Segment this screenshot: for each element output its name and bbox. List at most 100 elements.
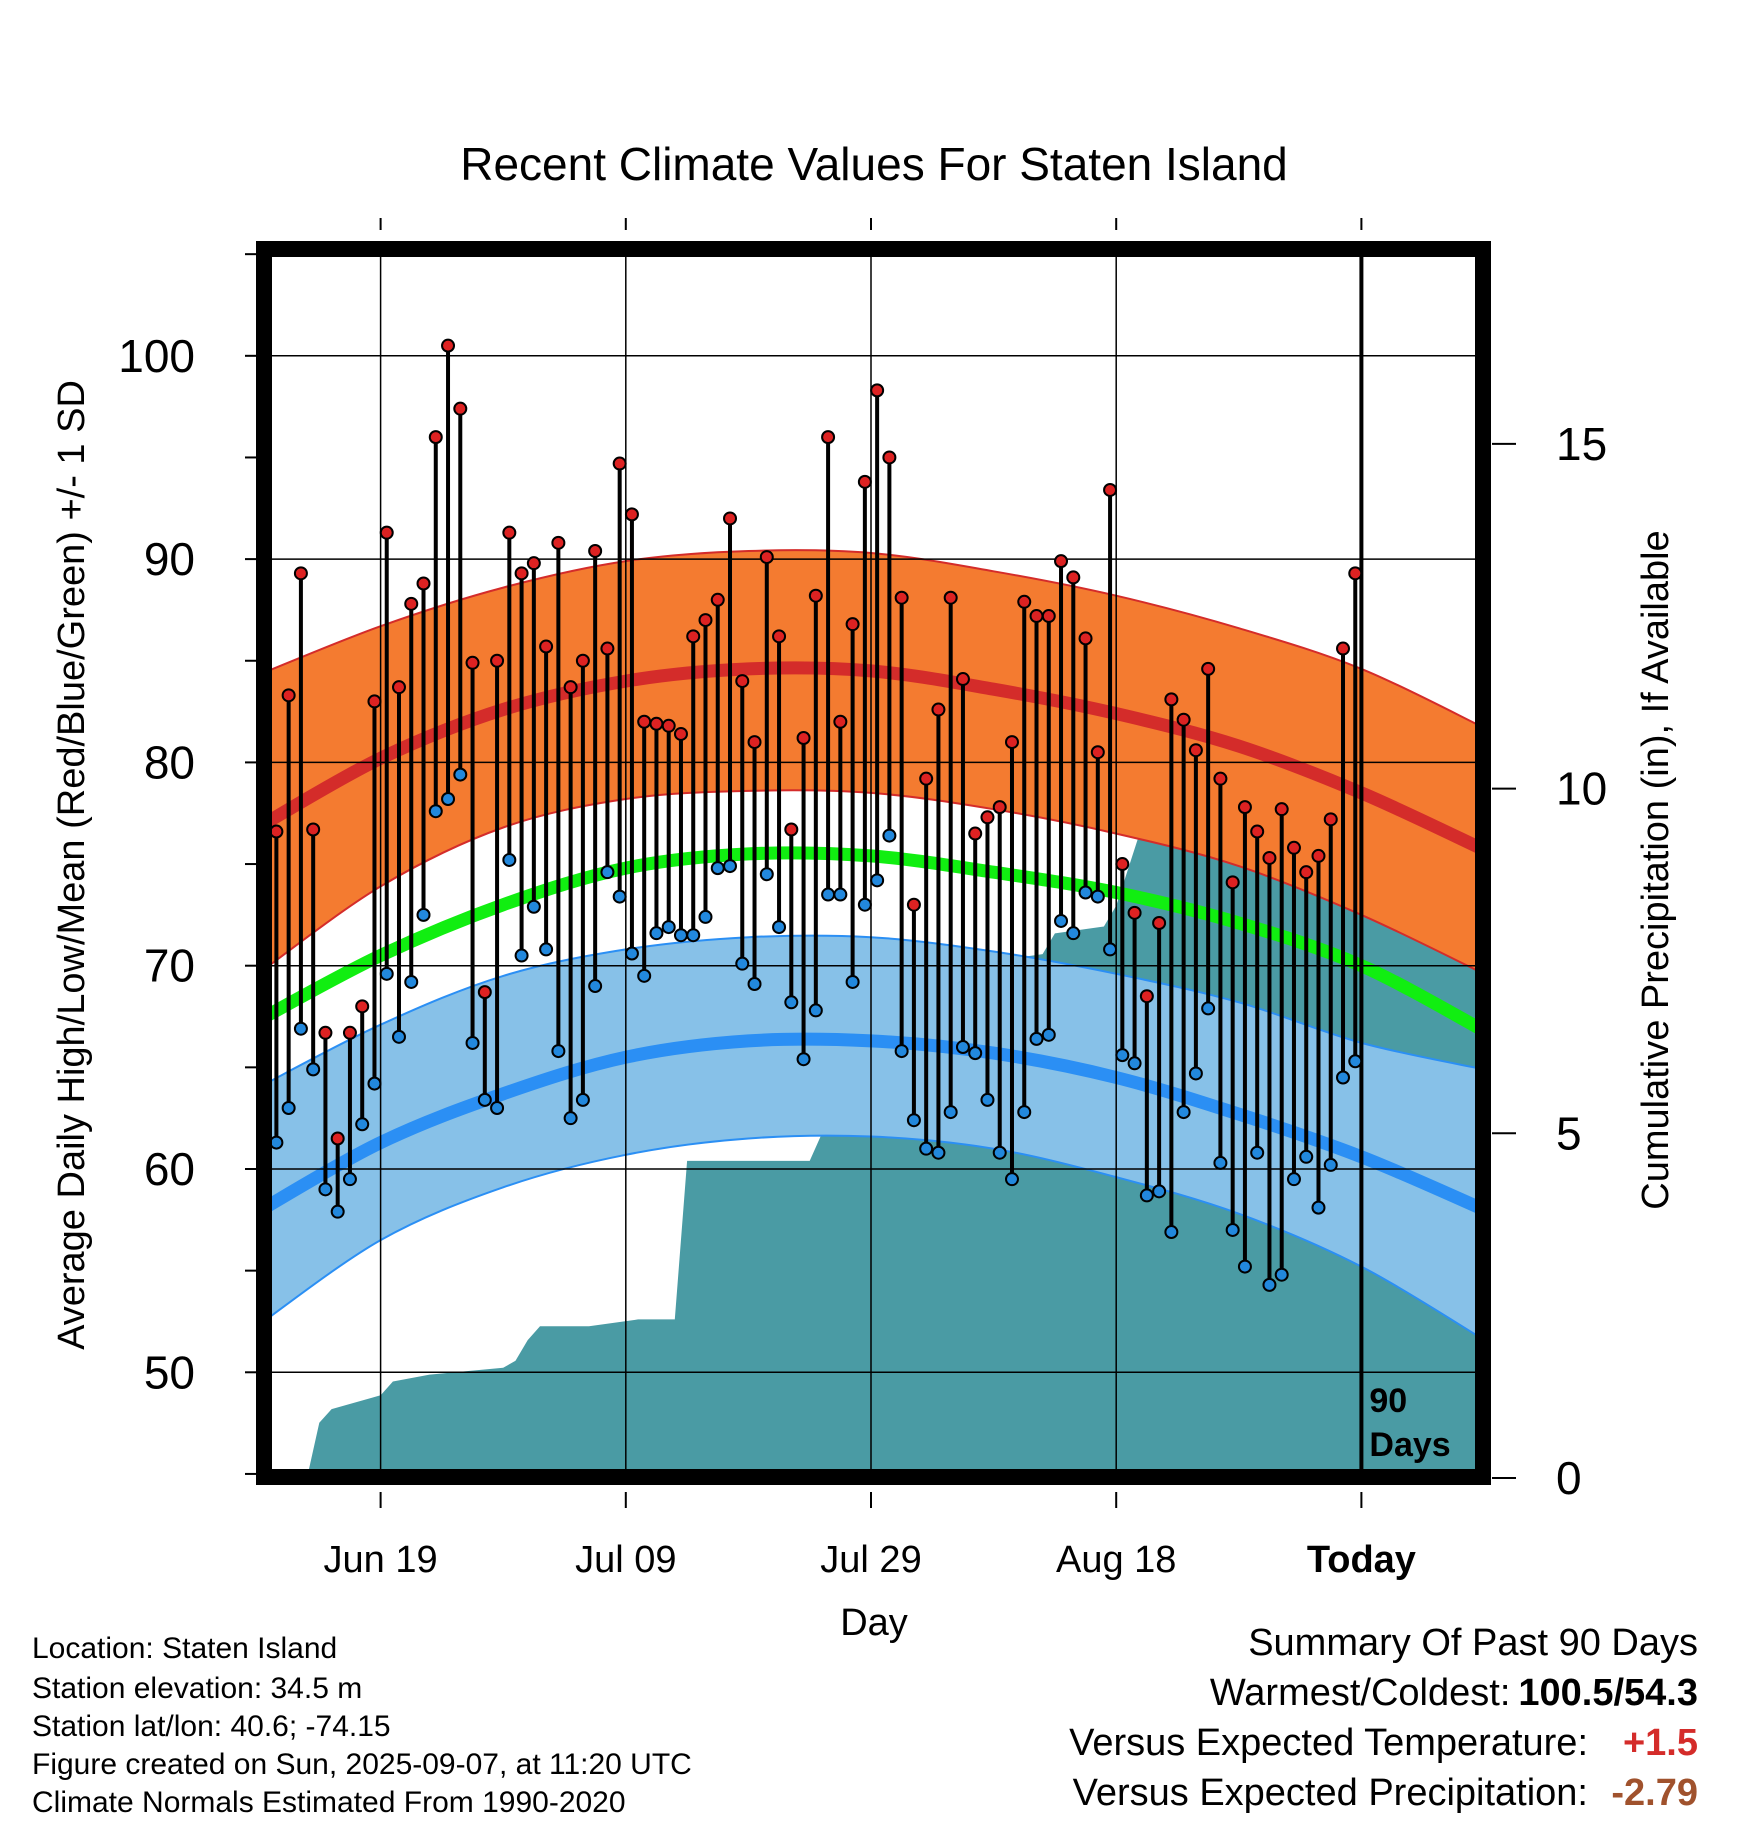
x-axis-label: Day: [840, 1602, 908, 1644]
high-point: [833, 714, 848, 729]
summary-warm-cold: Warmest/Coldest: 100.5/54.3: [1210, 1672, 1698, 1715]
low-point: [1188, 1066, 1203, 1081]
high-point: [1066, 570, 1081, 585]
high-point: [1041, 609, 1056, 624]
low-point: [1078, 885, 1093, 900]
low-point: [624, 946, 639, 961]
low-point: [1029, 1031, 1044, 1046]
low-point: [955, 1040, 970, 1055]
low-point: [992, 1145, 1007, 1160]
high-point: [735, 674, 750, 689]
low-point: [1323, 1157, 1338, 1172]
low-point: [919, 1141, 934, 1156]
high-point: [661, 718, 676, 733]
axes: 50 60 70 80 90 100 0 5 10 15 Jun 19 Jul 09 Jul 29 Aug…: [118, 218, 1607, 1581]
high-point: [1299, 865, 1314, 880]
high-point: [379, 525, 394, 540]
low-point: [1041, 1027, 1056, 1042]
low-point: [318, 1182, 333, 1197]
high-point: [906, 897, 921, 912]
low-point: [502, 852, 517, 867]
high-point: [612, 456, 627, 471]
y2-tick-label: 10: [1556, 763, 1607, 815]
low-point: [735, 956, 750, 971]
low-point: [539, 942, 554, 957]
low-point: [833, 887, 848, 902]
high-point: [441, 338, 456, 353]
low-point: [1127, 1056, 1142, 1071]
summary-title: Summary Of Past 90 Days: [1248, 1622, 1698, 1664]
low-point: [1139, 1188, 1154, 1203]
high-point: [759, 550, 774, 565]
high-point: [1090, 745, 1105, 760]
low-point: [551, 1044, 566, 1059]
low-point: [931, 1145, 946, 1160]
low-point: [453, 767, 468, 782]
y2-axis-label: Cumulative Precipitation (in), If Availa…: [1635, 530, 1677, 1209]
high-point: [1115, 857, 1130, 872]
low-point: [465, 1035, 480, 1050]
low-point: [404, 974, 419, 989]
y-tick-label: 60: [144, 1143, 195, 1195]
low-point: [1348, 1054, 1363, 1069]
low-point: [1017, 1105, 1032, 1120]
low-point: [293, 1021, 308, 1036]
high-point: [526, 556, 541, 571]
info-elevation: Station elevation: 34.5 m: [32, 1672, 363, 1705]
low-point: [490, 1101, 505, 1116]
low-point: [1299, 1149, 1314, 1164]
low-point: [1152, 1184, 1167, 1199]
high-point: [637, 714, 652, 729]
x-tick-label: Jul 09: [575, 1539, 676, 1581]
low-point: [723, 859, 738, 874]
low-point: [759, 867, 774, 882]
high-point: [624, 507, 639, 522]
today-days-number: 90: [1369, 1382, 1407, 1420]
low-point: [563, 1111, 578, 1126]
high-point: [649, 716, 664, 731]
temp-vs-expected-value: +1.5: [1622, 1722, 1698, 1764]
high-point: [1164, 692, 1179, 707]
high-point: [465, 655, 480, 670]
low-point: [281, 1101, 296, 1116]
high-point: [355, 999, 370, 1014]
high-point: [281, 688, 296, 703]
high-point: [1103, 482, 1118, 497]
low-point: [1336, 1070, 1351, 1085]
low-point: [772, 920, 787, 935]
high-point: [1152, 916, 1167, 931]
high-point: [894, 590, 909, 605]
low-point: [612, 889, 627, 904]
high-point: [1176, 712, 1191, 727]
high-point: [1139, 989, 1154, 1004]
low-point: [1274, 1267, 1289, 1282]
high-point: [1323, 812, 1338, 827]
low-point: [1066, 926, 1081, 941]
high-point: [968, 826, 983, 841]
low-point: [1237, 1259, 1252, 1274]
high-point: [588, 543, 603, 558]
low-point: [661, 920, 676, 935]
high-point: [1250, 824, 1265, 839]
low-point: [870, 873, 885, 888]
high-point: [318, 1025, 333, 1040]
high-point: [271, 824, 284, 839]
low-point: [330, 1204, 345, 1219]
high-point: [1336, 641, 1351, 656]
high-point: [1262, 850, 1277, 865]
low-point: [477, 1092, 492, 1107]
high-point: [1286, 840, 1301, 855]
plot-content: 90 Days: [271, 245, 1484, 1474]
y-tick-label: 90: [144, 533, 195, 585]
summary-temperature: Versus Expected Temperature: +1.5: [1069, 1722, 1698, 1765]
chart-title: Recent Climate Values For Staten Island: [460, 138, 1288, 190]
high-point: [575, 653, 590, 668]
high-point: [1054, 554, 1069, 569]
high-point: [808, 588, 823, 603]
high-point: [992, 800, 1007, 815]
high-point: [1311, 848, 1326, 863]
temp-vs-expected-label: Versus Expected Temperature:: [1069, 1722, 1588, 1764]
high-point: [870, 383, 885, 398]
high-point: [551, 535, 566, 550]
y2-tick-label: 5: [1556, 1107, 1582, 1159]
